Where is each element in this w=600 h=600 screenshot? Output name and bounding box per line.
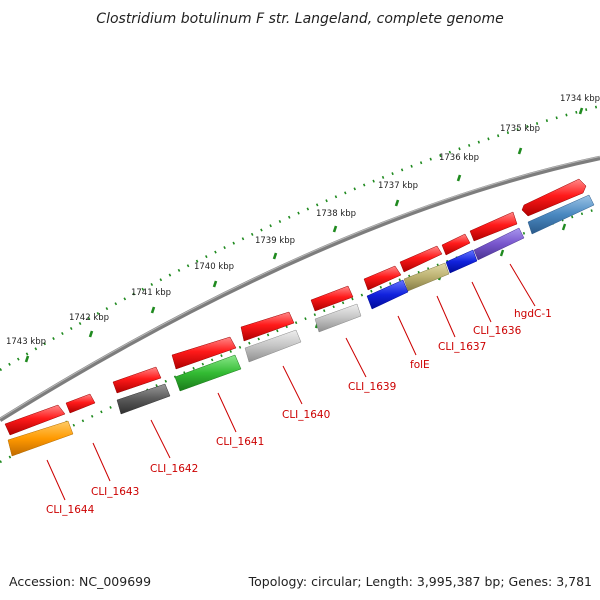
gene-blue-1[interactable] xyxy=(445,249,478,274)
topology-text: Topology: circular; Length: 3,995,387 bp… xyxy=(248,574,592,589)
map-title: Clostridium botulinum F str. Langeland, … xyxy=(96,11,503,27)
scale-label-1738: 1738 kbp xyxy=(316,209,356,219)
gene-lightgray-2[interactable] xyxy=(244,329,302,363)
gene-red-10[interactable] xyxy=(65,393,96,414)
scale-label-1742: 1742 kbp xyxy=(69,313,109,323)
gene-label-CLI_1642[interactable]: CLI_1642 xyxy=(150,463,198,475)
genome-backbone xyxy=(0,155,600,422)
scale-label-1735: 1735 kbp xyxy=(500,124,540,134)
gene-label-folE[interactable]: folE xyxy=(410,359,430,371)
gene-khaki[interactable] xyxy=(403,262,450,292)
gene-red-3[interactable] xyxy=(441,233,471,256)
gene-label-CLI_1639[interactable]: CLI_1639 xyxy=(348,381,396,393)
gene-label-hgdC-1[interactable]: hgdC-1 xyxy=(514,308,552,320)
scale-labels: 1734 kbp 1735 kbp 1736 kbp 1737 kbp 1738… xyxy=(6,94,600,347)
scale-label-1734: 1734 kbp xyxy=(560,94,600,104)
scale-label-1743: 1743 kbp xyxy=(6,337,46,347)
gene-labels: hgdC-1 CLI_1636 CLI_1637 folE CLI_1639 C… xyxy=(46,308,552,516)
gene-label-CLI_1636[interactable]: CLI_1636 xyxy=(473,325,522,337)
gene-red-6[interactable] xyxy=(310,285,354,312)
gene-red-7[interactable] xyxy=(240,311,295,342)
major-ticks xyxy=(24,107,584,363)
scale-label-1740: 1740 kbp xyxy=(194,262,234,272)
gene-label-CLI_1637[interactable]: CLI_1637 xyxy=(438,341,486,353)
gene-green[interactable] xyxy=(174,354,242,392)
gene-track-colored xyxy=(7,194,595,457)
accession-text: Accession: NC_009699 xyxy=(9,574,151,589)
gene-orange[interactable] xyxy=(7,420,74,457)
gene-purple[interactable] xyxy=(473,227,525,261)
gene-red-4[interactable] xyxy=(399,245,443,273)
gene-red-9[interactable] xyxy=(112,366,162,394)
gene-red-8[interactable] xyxy=(171,336,237,370)
gene-label-CLI_1644[interactable]: CLI_1644 xyxy=(46,504,95,516)
gene-label-CLI_1640[interactable]: CLI_1640 xyxy=(282,409,330,421)
scale-label-1737: 1737 kbp xyxy=(378,181,418,191)
gene-label-CLI_1643[interactable]: CLI_1643 xyxy=(91,486,139,498)
backbone-highlight xyxy=(0,156,600,419)
scale-label-1736: 1736 kbp xyxy=(439,153,479,163)
label-leader-lines xyxy=(46,263,536,501)
gene-red-5[interactable] xyxy=(363,265,402,291)
scale-ticks xyxy=(0,104,600,372)
scale-label-1739: 1739 kbp xyxy=(255,236,295,246)
gene-red-2[interactable] xyxy=(469,211,518,242)
gene-blue-2[interactable] xyxy=(366,279,409,310)
gene-darkgray[interactable] xyxy=(116,383,171,415)
gene-steelblue[interactable] xyxy=(527,194,595,235)
scale-label-1741: 1741 kbp xyxy=(131,288,171,298)
gene-lightgray-1[interactable] xyxy=(314,303,362,333)
gene-label-CLI_1641[interactable]: CLI_1641 xyxy=(216,436,264,448)
gene-track-red xyxy=(4,178,587,436)
gene-red-11[interactable] xyxy=(4,404,66,436)
gene-red-1[interactable] xyxy=(521,178,587,217)
